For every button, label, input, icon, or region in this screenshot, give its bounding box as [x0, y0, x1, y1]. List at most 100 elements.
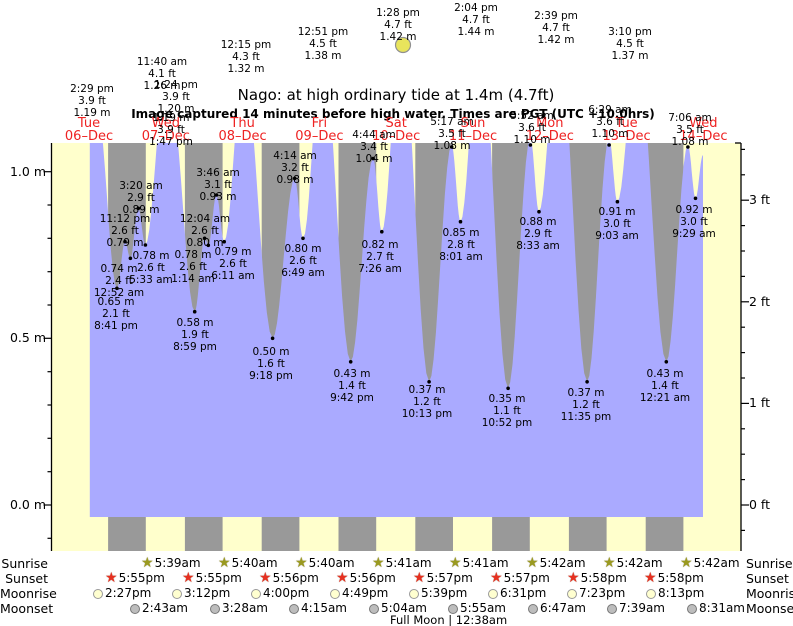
tide-annotation: 3:46 am 3.1 ft 0.93 m — [196, 167, 240, 203]
water-area — [89, 143, 703, 517]
astro-time: 4:49pm — [342, 586, 389, 600]
tide-point-dot — [128, 256, 133, 261]
astro-entry: 2:27pm — [93, 587, 151, 600]
tide-annotation: 0.37 m 1.2 ft 10:13 pm — [401, 384, 453, 420]
astro-entry: 6:47am — [528, 602, 586, 615]
tide-point-dot — [143, 243, 148, 247]
tide-point-dot — [222, 239, 226, 244]
astro-time: 8:13pm — [658, 586, 705, 600]
sunset-star-icon: ★ — [413, 570, 426, 586]
astro-time: 5:57pm — [426, 571, 473, 585]
astro-time: 5:55pm — [118, 571, 165, 585]
tide-point-dot — [206, 243, 211, 248]
day-label: Fri 09–Dec — [295, 116, 344, 144]
tide-annotation: 0.79 m 2.6 ft 6:11 am — [211, 246, 255, 282]
chart-subtitle: Image captured 14 minutes before high wa… — [131, 107, 655, 121]
astro-entry: 5:39pm — [409, 587, 467, 600]
full-moon-caption: Full Moon | 12:38am — [390, 613, 508, 626]
astro-entry: 8:31am — [687, 602, 745, 615]
tide-point-dot — [371, 156, 375, 161]
day-label: Thu 08–Dec — [218, 116, 267, 144]
tide-annotation: 1:24 pm 3.9 ft 1.20 m — [154, 79, 198, 115]
moonrise-icon — [488, 588, 498, 599]
tide-point-dot — [427, 380, 431, 384]
tide-point-dot — [192, 309, 197, 314]
astro-time: 3:28am — [222, 601, 268, 615]
astro-entry: ★ 5:56pm — [259, 571, 319, 585]
sunset-star-icon: ★ — [105, 570, 118, 586]
astro-entry: 3:12pm — [172, 587, 230, 600]
y-axis-label-right: 1 ft — [749, 395, 771, 411]
tide-annotation: 0.43 m 1.4 ft 12:21 am — [639, 368, 691, 404]
astro-entry: ★ 5:41am — [449, 556, 509, 570]
tide-annotation: 11:40 am 4.1 ft 1.26 m — [136, 56, 188, 92]
moonset-icon — [210, 603, 220, 614]
astro-row-label-left: Sunset — [5, 571, 48, 586]
tide-point-dot — [449, 145, 454, 149]
astro-entry: 2:43am — [130, 602, 188, 615]
moonrise-icon — [330, 588, 340, 599]
astro-entry: ★ 5:39am — [141, 556, 201, 570]
tide-annotation: 0.78 m 2.6 ft 5:33 am — [129, 250, 173, 286]
tide-point-dot — [292, 176, 297, 181]
moonset-icon — [687, 603, 697, 614]
moonset-icon — [607, 603, 617, 614]
astro-entry: 6:31pm — [488, 587, 546, 600]
astro-time: 5:42am — [616, 556, 663, 570]
tide-annotation: 12:51 pm 4.5 ft 1.38 m — [297, 26, 349, 62]
tide-annotation: 1.19 m 3.9 ft 1:47 pm — [149, 112, 193, 148]
moonrise-icon — [93, 588, 103, 599]
tide-point-dot — [528, 143, 533, 147]
astro-time: 4:15am — [301, 601, 347, 615]
astro-time: 5:42am — [693, 556, 740, 570]
astro-time: 3:12pm — [184, 586, 231, 600]
astro-entry: ★ 5:40am — [295, 556, 355, 570]
astro-entry: 4:49pm — [330, 587, 388, 600]
astro-entry: ★ 5:57pm — [413, 570, 473, 586]
moonset-icon — [289, 603, 299, 614]
y-axis-label-right: 0 ft — [749, 497, 771, 512]
tide-point-dot — [458, 219, 463, 224]
sunrise-star-icon: ★ — [526, 555, 539, 571]
tide-annotation: 0.80 m 2.6 ft 6:49 am — [281, 243, 325, 279]
sunrise-star-icon: ★ — [218, 555, 231, 571]
tide-annotation: 12:15 pm 4.3 ft 1.32 m — [220, 39, 272, 75]
astro-time: 5:55pm — [195, 571, 242, 585]
tide-annotation: 0.82 m 2.7 ft 7:26 am — [358, 239, 402, 275]
tide-point-dot — [270, 336, 275, 341]
tide-point-dot — [686, 145, 690, 149]
astro-time: 5:56pm — [349, 571, 396, 585]
astro-entry: ★ 5:57pm — [490, 570, 550, 586]
astro-time: 5:58pm — [580, 571, 627, 585]
y-axis-label-left: 1.0 m — [9, 163, 46, 179]
tide-annotation: 2:39 pm 4.7 ft 1.42 m — [534, 10, 578, 46]
moonrise-icon — [646, 588, 656, 599]
y-axis-label-right: 2 ft — [749, 293, 771, 309]
tide-point-dot — [585, 380, 589, 384]
tide-annotation: 0.35 m 1.1 ft 10:52 pm — [481, 393, 533, 429]
tide-point-dot — [136, 206, 141, 211]
tide-annotation: 7:06 am 3.5 ft 1.08 m — [668, 112, 712, 148]
astro-entry: ★ 5:56pm — [336, 571, 396, 585]
astro-entry: ★ 5:55pm — [182, 570, 242, 586]
sunset-star-icon: ★ — [644, 570, 657, 586]
sunset-star-icon: ★ — [490, 570, 503, 586]
astro-time: 5:41am — [385, 556, 432, 570]
day-label: Mon 12–Dec — [525, 116, 574, 144]
tide-annotation: 3:10 pm 4.5 ft 1.37 m — [608, 26, 652, 62]
astro-time: 6:31pm — [500, 586, 547, 600]
astro-time: 8:31am — [699, 601, 745, 615]
tide-point-dot — [506, 386, 510, 391]
tide-annotation: 0.74 m 2.4 ft 12:52 am — [93, 263, 145, 299]
astro-entry: 7:39am — [607, 602, 665, 615]
tide-annotation: 6:29 am 3.6 ft 1.10 m — [588, 104, 632, 140]
day-label: Tue 13–Dec — [602, 116, 651, 144]
tide-point-dot — [607, 143, 611, 147]
tide-point-dot — [214, 193, 219, 197]
tide-annotation: 0.37 m 1.2 ft 11:35 pm — [560, 387, 612, 423]
tide-point-dot — [115, 286, 119, 291]
sunrise-star-icon: ★ — [372, 555, 385, 571]
tide-point-dot — [348, 360, 353, 364]
sunset-star-icon: ★ — [182, 570, 195, 586]
